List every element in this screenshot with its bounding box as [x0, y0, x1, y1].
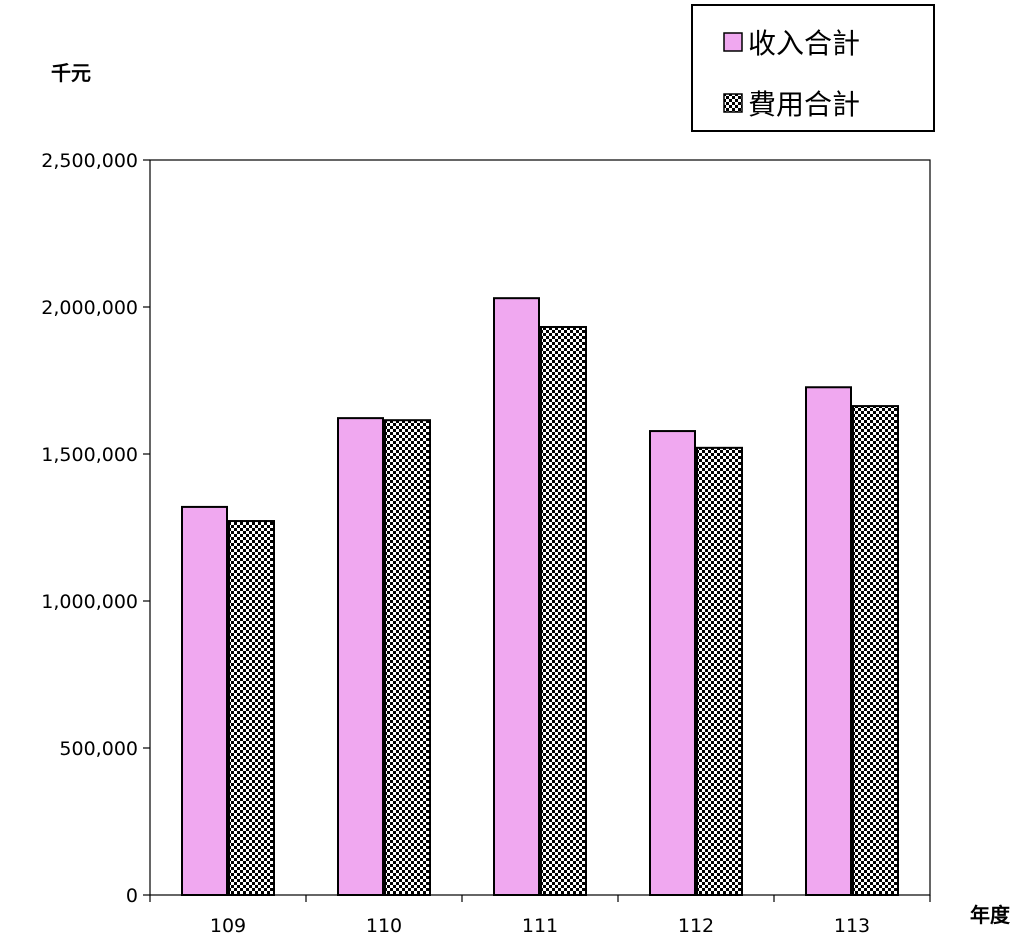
bar-income	[181, 505, 228, 896]
y-tick-label: 500,000	[59, 738, 138, 760]
x-axis-unit-label: 年度	[970, 903, 1011, 927]
legend: 收入合計 費用合計	[691, 4, 935, 132]
legend-swatch-expense	[723, 93, 743, 113]
legend-box	[691, 4, 935, 132]
y-tick-label: 1,000,000	[41, 591, 138, 613]
x-tick-label: 109	[210, 915, 246, 937]
bar-expense	[384, 419, 431, 896]
bar-income	[493, 297, 540, 896]
bar-income	[649, 430, 696, 896]
bar-expense	[228, 520, 275, 896]
bar-series-group	[181, 297, 899, 896]
legend-label-income: 收入合計	[748, 27, 860, 60]
bar-expense	[696, 446, 743, 896]
x-tick-label: 113	[834, 915, 870, 937]
y-axis: 0 500,000 1,000,000 1,500,000 2,000,000 2,500…	[41, 150, 150, 907]
legend-swatch-income	[723, 32, 743, 52]
y-tick-label: 2,500,000	[41, 150, 138, 172]
y-tick-label: 1,500,000	[41, 444, 138, 466]
x-axis: 109 110 111 112 113	[149, 895, 931, 937]
x-tick-label: 110	[366, 915, 402, 937]
bar-income	[337, 417, 384, 896]
legend-label-expense: 費用合計	[748, 88, 860, 121]
bar-expense	[852, 405, 899, 896]
legend-item-income: 收入合計	[723, 27, 860, 60]
y-tick-label: 2,000,000	[41, 297, 138, 319]
y-tick-label: 0	[126, 885, 138, 907]
legend-item-expense: 費用合計	[723, 88, 860, 121]
x-tick-label: 111	[522, 915, 558, 937]
bar-income	[805, 386, 852, 896]
bar-expense	[540, 325, 587, 896]
y-axis-unit-label: 千元	[51, 61, 91, 85]
x-tick-label: 112	[678, 915, 714, 937]
